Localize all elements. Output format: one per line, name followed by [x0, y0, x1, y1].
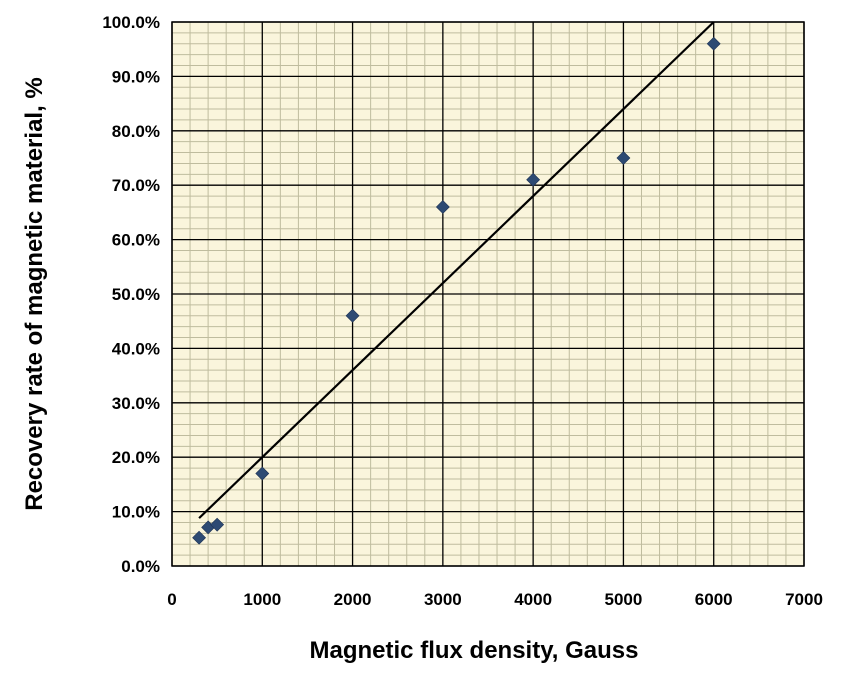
y-tick-label: 30.0% — [112, 394, 160, 413]
x-tick-label: 4000 — [514, 590, 552, 609]
y-axis-ticks: 0.0% 10.0% 20.0% 30.0% 40.0% 50.0% 60.0% 70.0% 8… — [102, 13, 160, 576]
trendline — [198, 21, 715, 519]
y-tick-label: 50.0% — [112, 285, 160, 304]
data-point — [192, 530, 207, 545]
data-point — [210, 517, 225, 532]
x-tick-label: 7000 — [785, 590, 823, 609]
x-tick-label: 6000 — [695, 590, 733, 609]
data-point — [435, 200, 450, 214]
y-tick-label: 90.0% — [112, 67, 160, 86]
data-point — [255, 466, 270, 481]
y-axis-title: Recovery rate of magnetic material, % — [21, 77, 48, 511]
x-tick-label: 3000 — [424, 590, 462, 609]
y-tick-label: 70.0% — [112, 176, 160, 195]
major-gridlines — [171, 21, 805, 567]
data-points — [192, 36, 721, 545]
x-tick-label: 0 — [167, 590, 176, 609]
y-tick-label: 100.0% — [102, 13, 160, 32]
plot-area-border — [171, 21, 805, 567]
x-tick-label: 2000 — [334, 590, 372, 609]
y-tick-label: 10.0% — [112, 503, 160, 522]
x-axis-ticks: 0 1000 2000 3000 4000 5000 6000 7000 — [167, 590, 823, 609]
data-point — [706, 36, 721, 51]
data-point — [616, 151, 631, 165]
y-tick-label: 0.0% — [121, 557, 160, 576]
data-point — [526, 172, 541, 187]
y-tick-label: 20.0% — [112, 448, 160, 467]
x-tick-label: 5000 — [605, 590, 643, 609]
trendline-layer — [198, 21, 715, 519]
x-axis-title: Magnetic flux density, Gauss — [310, 637, 639, 664]
y-tick-label: 40.0% — [112, 339, 160, 358]
x-tick-label: 1000 — [243, 590, 281, 609]
y-tick-label: 60.0% — [112, 231, 160, 250]
y-tick-label: 80.0% — [112, 122, 160, 141]
data-point — [345, 308, 360, 323]
